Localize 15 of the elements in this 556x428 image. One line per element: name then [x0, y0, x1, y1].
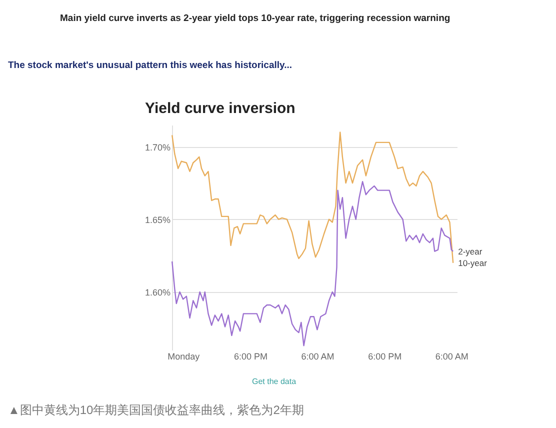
x-tick-label: 6:00 PM: [368, 352, 402, 362]
text: Main yield curve inverts as 2-year yield tops 10-year rate, triggering recession warning: [60, 13, 450, 24]
series-label: 10-year: [458, 258, 488, 268]
y-tick-label: 1.70%: [144, 142, 170, 152]
x-tick-label: 6:00 AM: [435, 352, 468, 362]
x-tick-label: Monday: [168, 352, 200, 362]
series-label: 2-year: [458, 246, 482, 256]
x-tick-label: 6:00 AM: [301, 352, 334, 362]
x-tick-label: 6:00 PM: [234, 352, 268, 362]
text: The stock market's unusual pattern this week has historically...: [8, 60, 292, 71]
text: ▲图中黄线为10年期美国国债收益率曲线，紫色为2年期: [8, 403, 304, 417]
chart-title: Yield curve inversion: [145, 100, 296, 117]
y-tick-label: 1.60%: [144, 287, 170, 298]
text: Get the data: [252, 377, 297, 386]
y-tick-label: 1.65%: [144, 214, 170, 225]
